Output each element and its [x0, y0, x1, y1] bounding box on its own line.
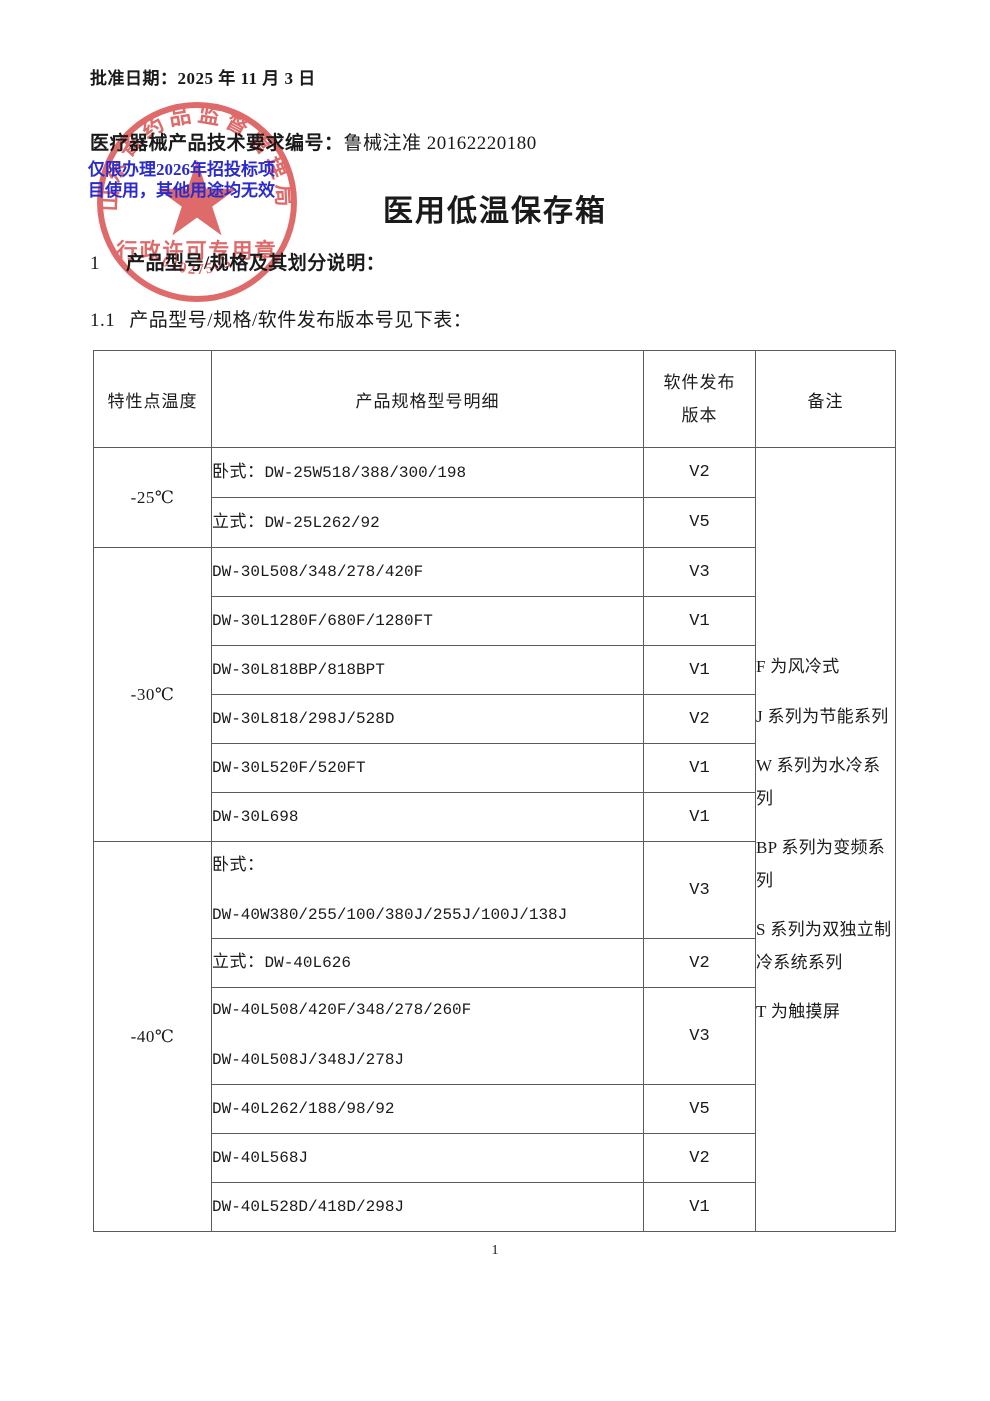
header-software-version-line1: 软件发布	[663, 372, 736, 392]
remark-line: F 为风冷式	[756, 657, 840, 677]
version-cell: V1	[643, 596, 756, 646]
section-heading-1: 1 产品型号/规格及其划分说明：	[90, 248, 385, 275]
table-row: DW-30L818BP/818BPT V1	[94, 645, 896, 695]
official-seal-stamp: 山东省药品监督管理局 行政许可专用章 01027503	[93, 98, 301, 306]
document-title: 医用低温保存箱	[383, 195, 607, 228]
model-lead: 卧式：	[212, 461, 265, 481]
model-cell: DW-30L520F/520FT	[211, 743, 644, 793]
model-code: DW-30L1280F/680F/1280FT	[212, 612, 433, 631]
tech-requirement-value: 鲁械注准 20162220180	[343, 133, 537, 154]
table-row: DW-30L698 V1	[94, 792, 896, 842]
version-cell: V3	[643, 987, 756, 1085]
model-code: DW-30L818BP/818BPT	[212, 661, 385, 680]
model-code: DW-40L528D/418D/298J	[212, 1198, 405, 1217]
remark-line: J 系列为节能系列	[756, 706, 889, 726]
header-temperature: 特性点温度	[93, 350, 212, 448]
section-heading-1-1: 1.1 产品型号/规格/软件发布版本号见下表：	[90, 305, 472, 332]
model-cell: DW-30L698	[211, 792, 644, 842]
version-cell: V5	[643, 1084, 756, 1134]
header-software-version-line2: 版本	[681, 406, 718, 425]
model-code: DW-40L568J	[212, 1149, 309, 1168]
version-cell: V3	[643, 841, 756, 939]
page-number: 1	[491, 1243, 499, 1258]
version-cell: V1	[643, 743, 756, 793]
model-lead: 立式：	[212, 511, 265, 531]
section-heading-1-1-number: 1.1	[90, 310, 116, 331]
version-cell: V2	[643, 938, 756, 988]
table-row: DW-40L528D/418D/298J V1	[94, 1182, 896, 1232]
version-cell: V2	[643, 447, 756, 498]
table-row: DW-40L568J V2	[94, 1133, 896, 1183]
remark-line: BP 系列为变频系列	[756, 837, 886, 891]
table-row: -25℃ 卧式：DW-25W518/388/300/198 V2 F 为风冷式 …	[93, 447, 896, 1232]
model-cell: DW-30L818/298J/528D	[211, 694, 644, 744]
temperature-group--25: -25℃	[93, 447, 212, 548]
version-cell: V5	[643, 497, 756, 548]
table-row: -30℃ DW-30L508/348/278/420F V3	[93, 547, 896, 842]
model-cell: DW-30L1280F/680F/1280FT	[211, 596, 644, 646]
model-code: DW-25L262/92	[264, 513, 380, 532]
temperature-group--40: -40℃	[93, 841, 212, 1232]
version-cell: V1	[643, 645, 756, 695]
version-cell: V2	[643, 1133, 756, 1183]
table-row: DW-30L1280F/680F/1280FT V1	[94, 596, 896, 646]
model-cell: DW-40L568J	[211, 1133, 644, 1183]
model-cell: 卧式：DW-25W518/388/300/198	[211, 447, 644, 498]
tech-requirement-label: 医疗器械产品技术要求编号：	[90, 133, 344, 154]
model-lead: 立式：	[212, 952, 265, 972]
usage-restriction-line-2: 目使用，其他用途均无效	[88, 180, 275, 200]
section-heading-1-text: 产品型号/规格及其划分说明：	[126, 253, 386, 274]
product-specification-table: 特性点温度 产品规格型号明细 软件发布 版本 备注 -25℃ 卧式：DW-25W…	[93, 350, 896, 1232]
model-lead: 卧式：	[212, 854, 265, 874]
table-row: -40℃ 卧式： DW-40W380/255/100/380J/255J/100…	[93, 841, 896, 1232]
version-cell: V1	[643, 1182, 756, 1232]
model-cell: DW-30L508/348/278/420F	[211, 547, 644, 597]
usage-restriction-note: 仅限办理2026年招投标项 目使用，其他用途均无效	[88, 160, 318, 201]
svg-text:行政许可专用章: 行政许可专用章	[116, 239, 278, 263]
model-code: DW-30L520F/520FT	[212, 759, 366, 778]
temperature-group--30: -30℃	[93, 547, 212, 842]
model-cell: 立式：DW-40L626	[211, 938, 644, 988]
header-software-version: 软件发布 版本	[643, 350, 756, 448]
table-row: 立式：DW-40L626 V2	[94, 938, 896, 988]
model-code: DW-30L818/298J/528D	[212, 710, 395, 729]
model-code: DW-30L508/348/278/420F	[212, 563, 424, 582]
remark-line: T 为触摸屏	[756, 1002, 841, 1022]
approval-date-line: 批准日期：2025 年 11 月 3 日	[90, 64, 316, 89]
approval-date-value: 2025 年 11 月 3 日	[177, 69, 316, 88]
model-cell: 卧式： DW-40W380/255/100/380J/255J/100J/138…	[211, 841, 644, 939]
model-code: DW-25W518/388/300/198	[264, 463, 467, 482]
version-cell: V3	[643, 547, 756, 597]
model-code-secondary: DW-40L508J/348J/278J	[212, 1051, 405, 1069]
remark-line: W 系列为水冷系列	[756, 755, 881, 808]
remark-line: S 系列为双独立制冷系统系列	[756, 920, 892, 973]
model-code: DW-40L626	[264, 954, 351, 973]
version-cell: V1	[643, 792, 756, 842]
table-header-row: 特性点温度 产品规格型号明细 软件发布 版本 备注	[93, 350, 896, 448]
model-cell: DW-40L262/188/98/92	[211, 1084, 644, 1134]
model-cell: 立式：DW-25L262/92	[211, 497, 644, 548]
tech-requirement-number-line: 医疗器械产品技术要求编号：鲁械注准 20162220180	[90, 128, 537, 155]
usage-restriction-line-1: 仅限办理2026年招投标项	[88, 160, 275, 179]
model-code: DW-40W380/255/100/380J/255J/100J/138J	[212, 905, 568, 924]
model-cell: DW-40L508/420F/348/278/260F DW-40L508J/3…	[211, 987, 644, 1085]
model-code: DW-30L698	[212, 808, 299, 827]
table-row: 立式：DW-25L262/92 V5	[94, 497, 896, 548]
remarks-cell: F 为风冷式 J 系列为节能系列 W 系列为水冷系列 BP 系列为变频系列 S …	[755, 447, 896, 1232]
section-heading-1-1-text: 产品型号/规格/软件发布版本号见下表：	[129, 310, 473, 331]
model-code: DW-40L262/188/98/92	[212, 1100, 395, 1119]
approval-date-label: 批准日期：	[90, 69, 178, 88]
header-remarks: 备注	[755, 350, 896, 448]
version-cell: V2	[643, 694, 756, 744]
model-cell: DW-30L818BP/818BPT	[211, 645, 644, 695]
header-model-detail: 产品规格型号明细	[211, 350, 644, 448]
section-heading-1-number: 1	[90, 253, 100, 274]
model-cell: DW-40L528D/418D/298J	[211, 1182, 644, 1232]
table-row: DW-40L508/420F/348/278/260F DW-40L508J/3…	[94, 987, 896, 1085]
model-code: DW-40L508/420F/348/278/260F	[212, 1001, 472, 1020]
table-row: DW-30L520F/520FT V1	[94, 743, 896, 793]
